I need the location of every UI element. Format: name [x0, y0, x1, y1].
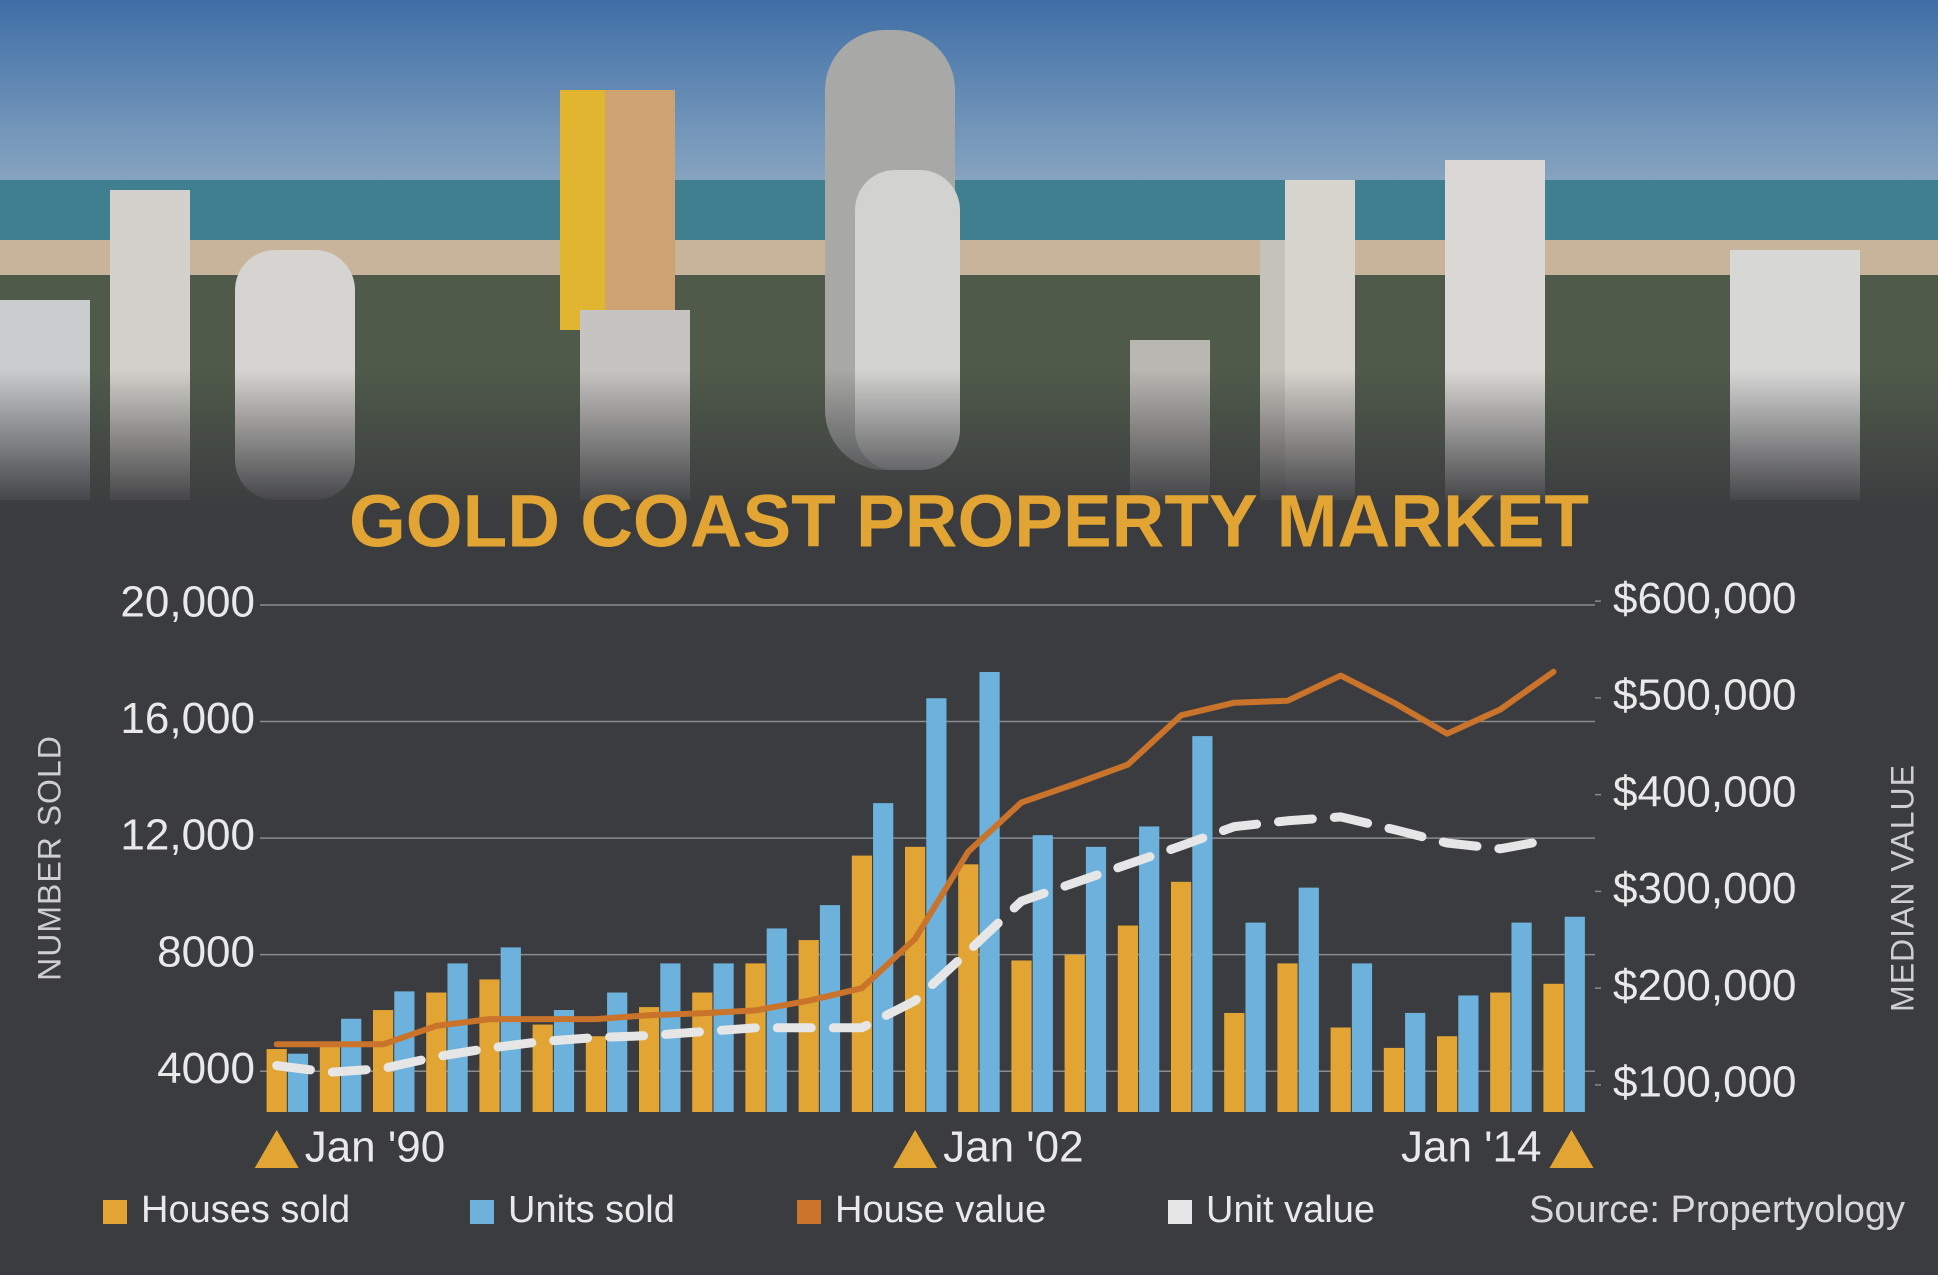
- bar: [766, 928, 787, 1112]
- y-tick-label: 20,000: [120, 578, 255, 627]
- bar: [819, 905, 841, 1112]
- y-tick-label: 12,000: [120, 811, 255, 860]
- bar: [447, 963, 468, 1112]
- bar: [1032, 835, 1053, 1112]
- y-axis-title: NUMBER SOLD: [31, 735, 67, 981]
- bar: [1011, 960, 1032, 1112]
- bar: [1064, 954, 1085, 1112]
- bar: [1564, 916, 1585, 1112]
- y2-tick-label: $400,000: [1613, 767, 1797, 816]
- bar: [1117, 925, 1139, 1112]
- bar: [1330, 1027, 1351, 1112]
- y-tick-label: 4000: [157, 1044, 255, 1093]
- bar: [745, 963, 766, 1112]
- bar: [1490, 992, 1511, 1112]
- bar: [479, 979, 500, 1112]
- bar: [713, 963, 734, 1112]
- bar: [1224, 1012, 1245, 1112]
- bar: [1085, 846, 1107, 1112]
- bar: [319, 1042, 341, 1112]
- bar: [1511, 922, 1532, 1112]
- bar: [372, 1010, 394, 1112]
- bar: [904, 846, 926, 1112]
- x-marker: [254, 1130, 299, 1168]
- x-tick-label: Jan '14: [1401, 1123, 1542, 1172]
- legend-swatch: [797, 1200, 821, 1224]
- legend-label: Unit value: [1206, 1189, 1375, 1231]
- legend-swatch: [1168, 1200, 1192, 1224]
- bar: [266, 1049, 287, 1112]
- bar: [851, 855, 873, 1112]
- bar: [1383, 1047, 1405, 1112]
- y2-tick-label: $600,000: [1613, 574, 1797, 623]
- bar: [1170, 881, 1192, 1112]
- y2-tick-label: $100,000: [1613, 1058, 1797, 1107]
- y-tick-label: 8000: [157, 927, 255, 976]
- bar: [1139, 826, 1160, 1112]
- line-series: [272, 812, 1558, 1077]
- bar: [1245, 922, 1266, 1112]
- bar: [532, 1024, 553, 1112]
- bar: [1351, 963, 1373, 1112]
- legend-label: Houses sold: [141, 1189, 350, 1231]
- x-tick-label: Jan '90: [305, 1123, 446, 1172]
- bar: [1192, 736, 1213, 1112]
- bar: [500, 947, 521, 1112]
- bar: [692, 992, 713, 1112]
- bar: [873, 803, 894, 1112]
- bar: [638, 1007, 660, 1112]
- legend-swatch: [103, 1200, 127, 1224]
- line-series: [273, 668, 1557, 1048]
- bar: [979, 672, 1000, 1112]
- y2-tick-label: $300,000: [1613, 864, 1797, 913]
- bar: [585, 1036, 607, 1112]
- bar: [394, 991, 415, 1112]
- y-tick-label: 16,000: [120, 694, 255, 743]
- legend-swatch: [470, 1200, 494, 1224]
- bar: [287, 1053, 309, 1112]
- bar: [1277, 963, 1298, 1112]
- y2-tick-label: $500,000: [1613, 671, 1797, 720]
- legend-label: Units sold: [508, 1189, 675, 1231]
- bar: [1543, 983, 1564, 1112]
- chart-title: GOLD COAST PROPERTY MARKET: [349, 480, 1589, 563]
- y2-axis-title: MEDIAN VALUE: [1884, 764, 1920, 1012]
- x-tick-label: Jan '02: [943, 1123, 1084, 1172]
- bar: [1436, 1036, 1458, 1112]
- bar: [607, 992, 628, 1112]
- photo-background: [0, 0, 1938, 510]
- y2-tick-label: $200,000: [1613, 961, 1797, 1010]
- source-note: Source: Propertyology: [1529, 1189, 1905, 1231]
- x-marker: [1549, 1130, 1594, 1168]
- bar: [553, 1010, 575, 1112]
- bar: [1458, 995, 1479, 1112]
- x-marker: [893, 1130, 938, 1168]
- bar: [958, 864, 979, 1112]
- bar: [1298, 887, 1319, 1112]
- legend-label: House value: [835, 1189, 1046, 1231]
- bar: [341, 1018, 362, 1112]
- bar: [1405, 1012, 1426, 1112]
